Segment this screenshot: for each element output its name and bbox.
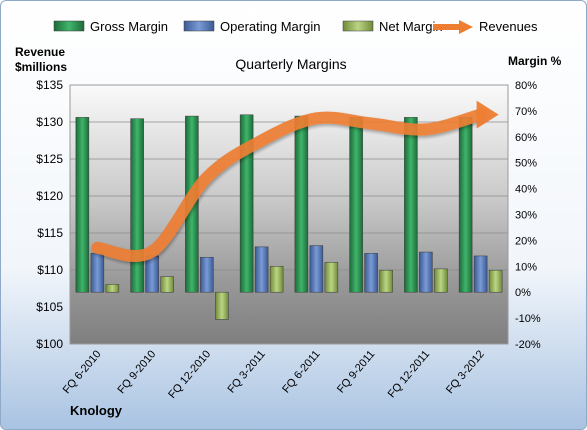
y-left-tick-label: $135 — [36, 78, 63, 92]
plot-area — [69, 84, 509, 345]
bar-net-margin — [324, 262, 339, 293]
y-left-tick-label: $115 — [37, 226, 63, 240]
y-left-tick-label: $130 — [36, 115, 63, 129]
legend-swatch — [459, 20, 473, 34]
y-left-label: $millions — [15, 60, 67, 74]
y-right-tick-label: -20% — [515, 339, 541, 351]
bar-operating-margin — [473, 255, 488, 293]
bar-gross-margin — [349, 117, 363, 293]
y-right-tick-label: 70% — [515, 106, 537, 118]
y-left-tick-label: $110 — [37, 263, 63, 277]
bar-net-margin — [105, 284, 120, 293]
bar-operating-margin — [309, 245, 324, 293]
chart-title: Quarterly Margins — [235, 56, 346, 72]
y-right-label: Margin % — [508, 54, 562, 68]
y-left-tick-label: $105 — [36, 300, 63, 314]
bar-net-margin — [269, 266, 284, 293]
bar-gross-margin — [294, 115, 309, 293]
legend-label: Operating Margin — [220, 19, 320, 34]
x-tick-label: FQ 6-2011 — [280, 348, 322, 395]
legend-label: Revenues — [479, 19, 538, 34]
x-tick-label: FQ 3-2011 — [225, 348, 267, 395]
bar-net-margin — [488, 269, 503, 293]
bar-operating-margin — [364, 253, 378, 293]
y-right-tick-label: 50% — [515, 158, 537, 170]
x-tick-label: FQ 12-2010 — [166, 348, 213, 401]
bar-net-margin — [434, 268, 448, 293]
x-tick-label: FQ 9-2010 — [115, 348, 158, 396]
bar-net-margin — [215, 291, 229, 320]
bar-operating-margin — [145, 255, 159, 293]
y-right-tick-label: -10% — [515, 313, 541, 325]
bar-gross-margin — [239, 114, 254, 293]
y-right-tick-label: 0% — [515, 287, 531, 299]
bar-gross-margin — [130, 118, 144, 293]
legend-label: Gross Margin — [90, 19, 168, 34]
y-right-tick-label: 40% — [515, 184, 537, 196]
bar-operating-margin — [200, 256, 214, 293]
x-tick-label: FQ 12-2011 — [386, 348, 432, 400]
y-left-tick-label: $125 — [36, 152, 63, 166]
bar-gross-margin — [458, 117, 473, 293]
y-right-tick-label: 10% — [515, 261, 537, 273]
legend: Gross Margin Operating Margin Net Margin Re… — [53, 19, 538, 34]
bar-operating-margin — [419, 251, 433, 293]
legend-swatch — [183, 20, 215, 32]
y-right-tick-label: 20% — [515, 235, 537, 247]
bar-operating-margin — [254, 246, 269, 293]
y-right-tick-label: 80% — [515, 80, 537, 92]
x-tick-label: FQ 6-2010 — [61, 348, 104, 396]
footer-label: Knology — [70, 403, 123, 418]
x-tick-label: FQ 9-2011 — [335, 348, 377, 395]
bar-operating-margin — [90, 253, 105, 293]
y-left-label: Revenue — [15, 45, 65, 59]
bar-gross-margin — [404, 117, 418, 293]
x-tick-label: FQ 3-2012 — [444, 348, 487, 396]
bar-net-margin — [160, 276, 174, 293]
y-right-tick-label: 30% — [515, 210, 537, 222]
y-right-tick-label: 60% — [515, 132, 537, 144]
bar-gross-margin — [75, 117, 90, 293]
revenue-arrowhead — [476, 100, 499, 129]
y-left-tick-label: $100 — [36, 337, 63, 351]
legend-label: Net Margin — [379, 19, 443, 34]
legend-swatch — [53, 20, 85, 32]
legend-swatch — [342, 20, 374, 32]
revenue-line — [91, 108, 487, 262]
y-left-tick-label: $120 — [36, 189, 63, 203]
bar-net-margin — [379, 269, 393, 293]
